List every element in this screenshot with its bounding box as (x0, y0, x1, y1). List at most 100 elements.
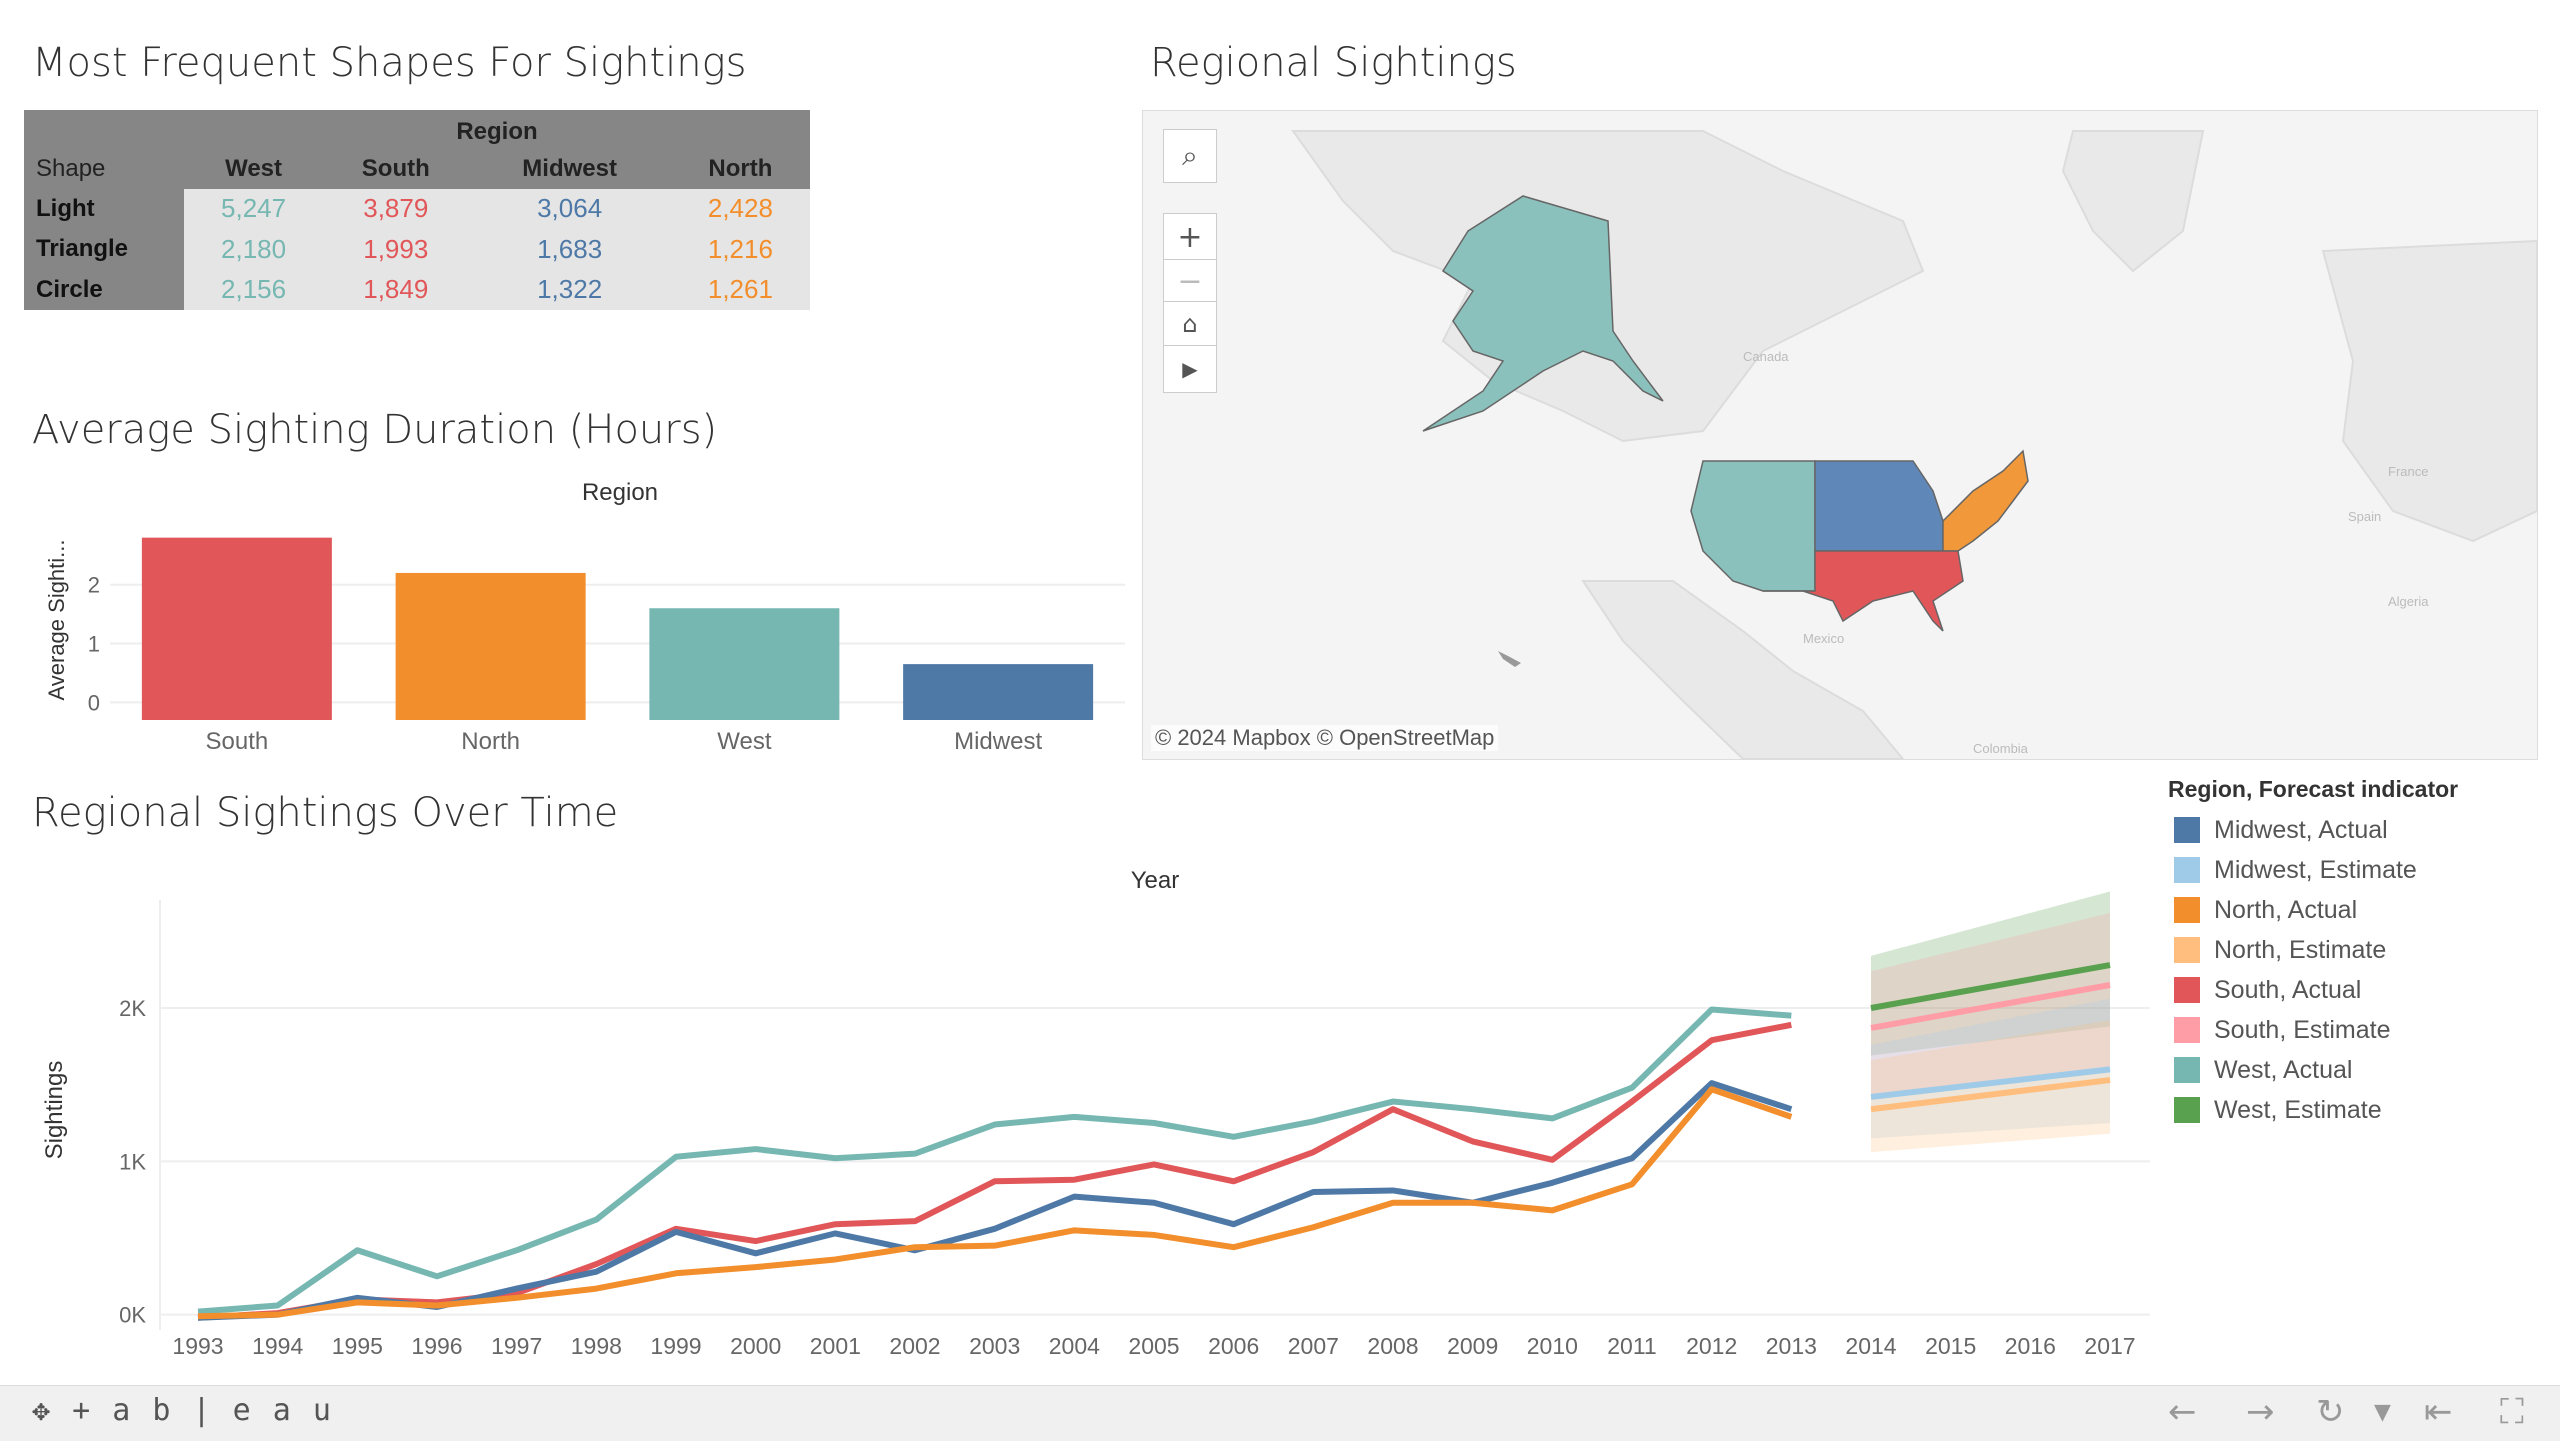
legend-label: North, Actual (2214, 895, 2358, 924)
legend-label: North, Estimate (2214, 935, 2387, 964)
shapes-table: Region Shape West South Midwest North Li… (24, 110, 810, 310)
legend-label: South, Estimate (2214, 1015, 2391, 1044)
line-x-tick-label: 2004 (1049, 1333, 1100, 1359)
table-cell: 1,261 (670, 269, 810, 310)
table-cell: 2,156 (184, 269, 324, 310)
bar-x-tick-label: West (717, 728, 772, 755)
label-mexico: Mexico (1803, 631, 1844, 646)
legend-swatch (2174, 1017, 2200, 1043)
line-x-tick-label: 1994 (252, 1333, 303, 1359)
line-x-tick-label: 2007 (1288, 1333, 1339, 1359)
region-west[interactable] (1690, 460, 1816, 592)
bar-chart-xlabel: Region (582, 479, 658, 506)
legend-swatch (2174, 1097, 2200, 1123)
line-y-tick-label: 2K (119, 996, 146, 1021)
regional-map[interactable]: Canada Mexico Colombia France Spain Alge… (1142, 110, 2538, 760)
column-header-west: West (225, 154, 282, 182)
legend-item[interactable]: Midwest, Estimate (2174, 855, 2417, 885)
table-row[interactable]: Circle 2,156 1,849 1,322 1,261 (24, 269, 810, 310)
row-header: Light (24, 188, 184, 230)
replay-icon[interactable]: ↻ (2316, 1392, 2345, 1432)
bar-x-tick-label: North (461, 728, 520, 755)
forecast-line-north[interactable] (1870, 1077, 2111, 1113)
zoom-out-button[interactable]: − (1163, 259, 1217, 303)
home-button[interactable]: ⌂ (1163, 301, 1217, 347)
bar-x-tick-label: South (206, 728, 269, 755)
land-europe-africa (2321, 239, 2537, 543)
table-row[interactable]: Triangle 2,180 1,993 1,683 1,216 (24, 229, 810, 270)
legend-label: West, Actual (2214, 1055, 2353, 1084)
table-cell: 1,216 (670, 229, 810, 270)
line-x-tick-label: 1998 (571, 1333, 622, 1359)
legend-label: Midwest, Estimate (2214, 855, 2417, 884)
bar-north[interactable] (395, 572, 586, 720)
region-north[interactable] (1942, 449, 2029, 552)
label-canada: Canada (1743, 349, 1789, 364)
line-x-tick-label: 2011 (1607, 1333, 1656, 1359)
legend-swatch (2174, 817, 2200, 843)
legend-item[interactable]: South, Estimate (2174, 1015, 2390, 1045)
bar-chart-ylabel: Average Sighti... (44, 539, 69, 700)
label-france: France (2388, 464, 2428, 479)
line-x-tick-label: 2001 (810, 1333, 861, 1359)
legend-item[interactable]: Midwest, Actual (2174, 815, 2388, 845)
bar-y-tick-label: 1 (88, 632, 100, 657)
map-attribution[interactable]: © 2024 Mapbox © OpenStreetMap (1151, 725, 1499, 751)
footer-toolbar (0, 1385, 2560, 1441)
region-midwest[interactable] (1814, 460, 1944, 552)
table-cell: 2,180 (184, 229, 324, 270)
bar-west[interactable] (649, 608, 840, 720)
line-x-tick-label: 2012 (1686, 1333, 1737, 1359)
tableau-logo-icon: ✥ (32, 1393, 53, 1428)
region-west-hawaii[interactable] (1498, 651, 1521, 667)
sightings-line-chart: Year Sightings 0K 1K 2K 1993 1994 1995 1996 1997 1… (41, 867, 2150, 1359)
home-icon: ⌂ (1182, 310, 1198, 338)
region-south[interactable] (1763, 550, 1964, 632)
line-x-tick-label: 2014 (1845, 1333, 1896, 1359)
line-x-tick-label: 1997 (491, 1333, 542, 1359)
table-row[interactable]: Light 5,247 3,879 3,064 2,428 (24, 188, 810, 230)
line-x-tick-label: 2009 (1447, 1333, 1498, 1359)
duration-bar-chart: Region Average Sighti... 0 1 2 South North West… (44, 479, 1125, 755)
bar-midwest[interactable] (903, 664, 1094, 720)
legend-item[interactable]: North, Estimate (2174, 935, 2386, 965)
pan-mode-button[interactable]: ▶ (1163, 345, 1217, 393)
zoom-in-button[interactable]: + (1163, 213, 1217, 261)
line-y-tick-label: 0K (119, 1303, 146, 1328)
line-x-tick-label: 1995 (332, 1333, 383, 1359)
series-line-west[interactable] (197, 1006, 1792, 1315)
legend-item[interactable]: North, Actual (2174, 895, 2357, 925)
bar-south[interactable] (141, 537, 332, 720)
line-x-tick-label: 2005 (1128, 1333, 1179, 1359)
region-west-alaska[interactable] (1422, 195, 1664, 432)
map-search-button[interactable]: ⌕ (1163, 129, 1217, 183)
legend-item[interactable]: South, Actual (2174, 975, 2361, 1005)
legend-item[interactable]: West, Actual (2174, 1055, 2353, 1085)
fullscreen-icon[interactable]: ⛶ (2500, 1392, 2524, 1432)
dropdown-icon[interactable]: ▼ (2374, 1400, 2391, 1425)
column-header-south: South (361, 154, 430, 182)
line-x-tick-label: 2008 (1367, 1333, 1418, 1359)
map-canvas[interactable]: Canada Mexico Colombia France Spain Alge… (1143, 111, 2537, 759)
line-x-tick-label: 1993 (172, 1333, 223, 1359)
line-x-tick-label: 2003 (969, 1333, 1020, 1359)
revert-icon[interactable]: ⇤ (2424, 1392, 2453, 1432)
bar-y-tick-label: 2 (88, 573, 100, 598)
play-icon: ▶ (1182, 357, 1198, 381)
forecast-line-midwest[interactable] (1870, 1066, 2111, 1100)
map-title: Regional Sightings (1150, 40, 1517, 86)
label-colombia: Colombia (1973, 741, 2029, 756)
legend-title: Region, Forecast indicator (2168, 776, 2459, 802)
forecast-line-west[interactable] (1870, 962, 2111, 1011)
redo-icon[interactable]: → (2246, 1392, 2275, 1432)
tableau-logo[interactable]: ✥ + a b | e a u (32, 1393, 333, 1428)
series-line-north[interactable] (197, 1086, 1793, 1320)
bar-y-tick-label: 0 (88, 690, 100, 715)
table-cell: 1,322 (468, 269, 671, 310)
legend-item[interactable]: West, Estimate (2174, 1095, 2382, 1125)
undo-icon[interactable]: ← (2168, 1392, 2197, 1432)
label-spain: Spain (2348, 509, 2381, 524)
table-cell: 2,428 (670, 188, 810, 230)
forecast-line-south[interactable] (1870, 982, 2111, 1031)
line-x-tick-label: 2002 (889, 1333, 940, 1359)
